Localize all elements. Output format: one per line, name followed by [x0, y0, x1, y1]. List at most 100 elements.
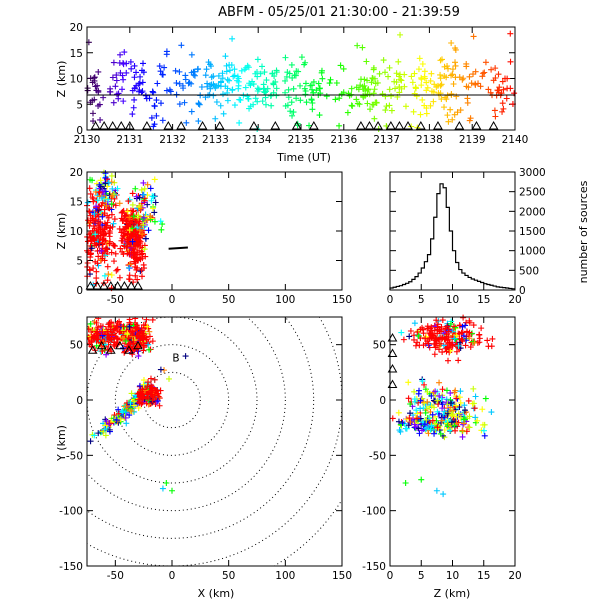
source-mark — [424, 84, 431, 91]
source-mark — [437, 71, 444, 78]
source-mark — [129, 87, 136, 94]
source-mark — [489, 335, 496, 342]
source-mark — [87, 326, 92, 333]
source-mark — [459, 323, 466, 330]
source-mark — [479, 406, 486, 413]
source-mark — [316, 85, 323, 92]
source-mark — [153, 112, 160, 119]
source-mark — [436, 346, 443, 353]
source-mark — [371, 115, 378, 122]
source-mark — [161, 64, 168, 71]
source-mark — [273, 92, 280, 99]
source-mark — [148, 389, 155, 396]
source-mark — [113, 72, 120, 79]
source-mark — [119, 86, 126, 93]
source-mark — [291, 72, 298, 79]
source-mark — [439, 317, 446, 324]
source-mark — [116, 274, 123, 281]
source-mark — [259, 98, 266, 105]
source-mark — [466, 117, 473, 124]
source-mark — [354, 100, 361, 107]
source-mark — [369, 75, 376, 82]
source-mark — [92, 231, 99, 238]
source-mark — [140, 336, 147, 343]
source-mark — [395, 409, 402, 416]
source-mark — [244, 62, 251, 69]
source-mark — [202, 72, 209, 79]
source-mark — [142, 317, 144, 320]
source-mark — [308, 86, 315, 93]
source-mark — [132, 324, 139, 331]
source-mark — [96, 240, 103, 247]
source-mark — [159, 485, 166, 492]
source-mark — [91, 96, 98, 103]
y-tick-label: 0 — [76, 125, 83, 137]
source-mark — [115, 95, 122, 102]
source-mark — [84, 85, 91, 92]
source-mark — [465, 397, 472, 404]
source-mark — [290, 109, 297, 116]
source-mark — [301, 85, 308, 92]
source-mark — [481, 69, 488, 76]
x-tick-label: 2138 — [416, 134, 443, 146]
source-mark — [457, 107, 464, 114]
source-mark — [188, 108, 195, 115]
source-mark — [453, 395, 460, 402]
source-mark — [447, 427, 454, 434]
x-tick-label: 10 — [446, 294, 459, 306]
source-mark — [382, 93, 389, 100]
source-mark — [101, 206, 108, 213]
source-mark — [373, 99, 380, 106]
x-tick-label: 0 — [169, 294, 176, 306]
time-height-panel: 2130 2131 2132 2133 2134 2135 2136 2137 2138 2139… — [70, 22, 529, 146]
source-mark — [130, 213, 137, 220]
station-label: B — [172, 352, 179, 364]
source-mark — [135, 404, 142, 411]
source-mark — [148, 382, 155, 389]
source-mark — [132, 392, 139, 399]
source-mark — [428, 334, 435, 341]
source-mark — [417, 111, 424, 118]
source-mark — [109, 74, 116, 81]
source-mark — [293, 68, 300, 75]
source-mark — [470, 385, 477, 392]
source-mark — [492, 65, 499, 72]
source-mark — [310, 78, 317, 85]
station-triangle — [133, 340, 143, 350]
source-mark — [124, 236, 131, 243]
source-mark — [417, 405, 424, 412]
source-mark — [122, 212, 129, 219]
source-mark — [344, 109, 351, 116]
source-mark — [428, 422, 435, 429]
source-mark — [452, 62, 459, 69]
source-mark — [120, 251, 127, 258]
source-mark — [450, 323, 457, 330]
source-mark — [411, 320, 418, 327]
source-mark — [421, 400, 428, 407]
source-mark — [93, 203, 100, 210]
time-height-frame — [86, 26, 516, 131]
source-mark — [402, 480, 409, 486]
source-mark — [456, 394, 463, 401]
source-mark — [133, 69, 140, 76]
x-tick-label: 10 — [446, 570, 459, 582]
source-mark — [447, 347, 454, 354]
source-mark — [141, 197, 148, 204]
source-mark — [289, 112, 296, 119]
source-mark — [302, 91, 309, 98]
source-mark — [368, 79, 375, 86]
source-mark — [91, 225, 98, 232]
source-mark — [157, 68, 164, 75]
source-mark — [430, 389, 437, 396]
source-mark — [114, 324, 121, 331]
source-mark — [423, 416, 430, 423]
source-mark — [504, 75, 511, 82]
source-mark — [131, 408, 138, 415]
source-mark — [416, 55, 423, 62]
x-tick-label: 0 — [387, 294, 394, 306]
x-tick-label: 2139 — [459, 134, 486, 146]
source-mark — [144, 217, 151, 224]
source-mark — [437, 57, 444, 64]
source-mark — [90, 118, 97, 125]
source-mark — [210, 81, 217, 88]
